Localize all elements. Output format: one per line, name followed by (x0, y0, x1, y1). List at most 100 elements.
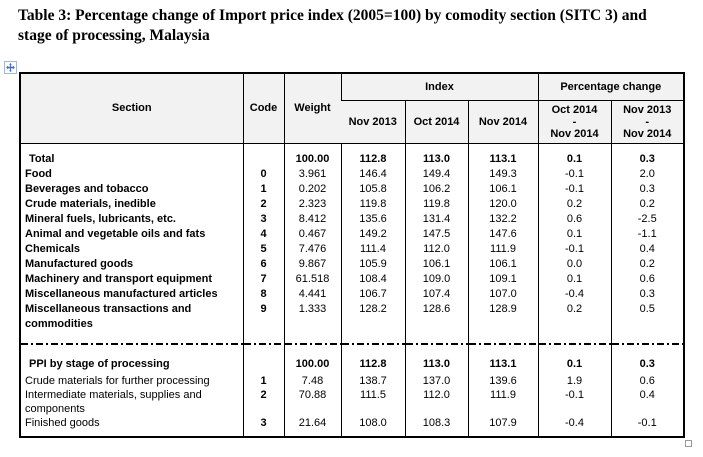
index-value-cell: 108.4 (340, 271, 405, 287)
index-value-cell: 107.4 (404, 286, 468, 302)
header-group-row: Section Code Weight Index Percentage change (20, 73, 684, 144)
index-value-cell: 111.9 (467, 387, 538, 416)
pct-change-cell: 0.0 (537, 256, 611, 272)
index-group-header: Index (340, 73, 538, 101)
pct-change-cell: -0.4 (537, 286, 611, 302)
pct-change-cell: 0.4 (610, 387, 684, 416)
weight-cell: 2.323 (283, 196, 341, 212)
separator-cell (537, 337, 611, 350)
section-label-cell: Crude materials for further processing (25, 374, 210, 387)
index-col-header-2: Nov 2014 (467, 100, 538, 144)
index-value-cell: 111.4 (340, 241, 405, 257)
section-label-cell: Machinery and transport equipment (25, 272, 213, 285)
pct-change-cell: 0.6 (537, 211, 611, 227)
index-value-cell: 128.9 (467, 301, 538, 338)
separator-cell (340, 337, 405, 350)
index-value-cell: 135.6 (340, 211, 405, 227)
dash-dot-line (341, 342, 405, 345)
index-value-cell: 139.6 (467, 373, 538, 388)
weight-cell: 0.467 (283, 226, 341, 242)
dash-dot-line (405, 342, 468, 345)
index-value-cell: 113.0 (404, 143, 468, 167)
weight-cell: 7.476 (283, 241, 341, 257)
section-label-cell: Manufactured goods (25, 257, 134, 270)
pct-change-cell: 0.1 (537, 226, 611, 242)
pct-change-cell: 0.3 (610, 181, 684, 197)
weight-cell: 4.441 (283, 286, 341, 302)
table-resize-handle[interactable] (685, 440, 692, 447)
pct-header-line: - (572, 115, 577, 128)
dash-dot-line (468, 342, 538, 345)
pct-change-cell: 0.3 (610, 349, 684, 374)
index-value-cell: 128.2 (340, 301, 405, 338)
pct-change-cell: 0.2 (610, 256, 684, 272)
weight-cell: 1.333 (283, 301, 341, 338)
index-value-cell: 106.7 (340, 286, 405, 302)
weight-cell: 61.518 (283, 271, 341, 287)
index-value-cell: 106.2 (404, 181, 468, 197)
table-row: Food 0 3.961 146.4 149.4 149.3 -0.1 2.0 (20, 166, 684, 182)
index-value-cell: 147.5 (404, 226, 468, 242)
pct-group-header: Percentage change (537, 73, 684, 101)
pct-change-cell: -0.1 (537, 166, 611, 182)
index-value-cell: 113.1 (467, 143, 538, 167)
pct-change-cell: 1.9 (537, 373, 611, 388)
code-cell (242, 143, 284, 167)
dash-dot-line (284, 342, 341, 345)
index-value-cell: 113.0 (404, 349, 468, 374)
pct-change-cell: -0.4 (537, 415, 611, 437)
index-value-cell: 149.4 (404, 166, 468, 182)
table-row: Intermediate materials, supplies and com… (20, 387, 684, 416)
weight-cell: 3.961 (283, 166, 341, 182)
dash-dot-line (21, 342, 243, 345)
pct-col-header-1: Nov 2013- Nov 2014 (610, 100, 684, 144)
index-value-cell: 109.1 (467, 271, 538, 287)
weight-cell: 70.88 (283, 387, 341, 416)
index-value-cell: 119.8 (340, 196, 405, 212)
code-cell: 3 (242, 415, 284, 437)
weight-cell: 9.867 (283, 256, 341, 272)
section-label-cell: Miscellaneous manufactured articles (25, 287, 218, 300)
separator-cell (242, 337, 284, 350)
section-label-cell: Total (29, 152, 55, 165)
weight-cell: 100.00 (283, 143, 341, 167)
index-col-header-0: Nov 2013 (341, 100, 405, 144)
section-label-cell: Beverages and tobacco (25, 182, 149, 195)
pct-change-cell: -1.1 (610, 226, 684, 242)
code-cell: 8 (242, 286, 284, 302)
code-cell: 1 (242, 181, 284, 197)
section-label-cell: Mineral fuels, lubricants, etc. (25, 212, 176, 225)
code-cell: 2 (242, 387, 284, 416)
weight-cell: 21.64 (283, 415, 341, 437)
code-cell: 4 (242, 226, 284, 242)
index-value-cell: 112.8 (340, 349, 405, 374)
pct-change-cell: 2.0 (610, 166, 684, 182)
pct-col-header-0: Oct 2014- Nov 2014 (537, 100, 611, 144)
table-move-handle[interactable] (4, 61, 17, 74)
code-cell: 6 (242, 256, 284, 272)
table-title: Table 3: Percentage change of Import pri… (18, 7, 647, 44)
table-row: Chemicals 5 7.476 111.4 112.0 111.9 -0.1 0.4 (20, 241, 684, 257)
dash-dot-line (243, 342, 284, 345)
index-value-cell: 107.9 (467, 415, 538, 437)
pct-change-cell: 0.2 (537, 196, 611, 212)
index-value-cell: 111.5 (340, 387, 405, 416)
index-value-cell: 112.0 (404, 387, 468, 416)
index-value-cell: 107.0 (467, 286, 538, 302)
move-cross-icon (6, 63, 15, 72)
table-row: PPI by stage of processing 100.00 112.8 113… (20, 349, 684, 374)
separator-cell (467, 337, 538, 350)
table-row: Manufactured goods 6 9.867 105.9 106.1 106.1 0… (20, 256, 684, 272)
dash-dot-line (538, 342, 611, 345)
section-label-cell: Intermediate materials, supplies and com… (25, 388, 202, 415)
table-head: Section Code Weight Index Percentage change N… (20, 73, 684, 144)
code-cell: 7 (242, 271, 284, 287)
index-value-cell: 109.0 (404, 271, 468, 287)
index-value-cell: 149.2 (340, 226, 405, 242)
table-body: Total 100.00 112.8 113.0 113.1 0.1 0.3 Food 0 3.9… (20, 143, 684, 437)
section-label-cell: PPI by stage of processing (29, 357, 170, 370)
pct-change-cell: 0.2 (610, 196, 684, 212)
pct-change-cell: -2.5 (610, 211, 684, 227)
pct-change-cell: 0.6 (610, 271, 684, 287)
code-cell: 0 (242, 166, 284, 182)
